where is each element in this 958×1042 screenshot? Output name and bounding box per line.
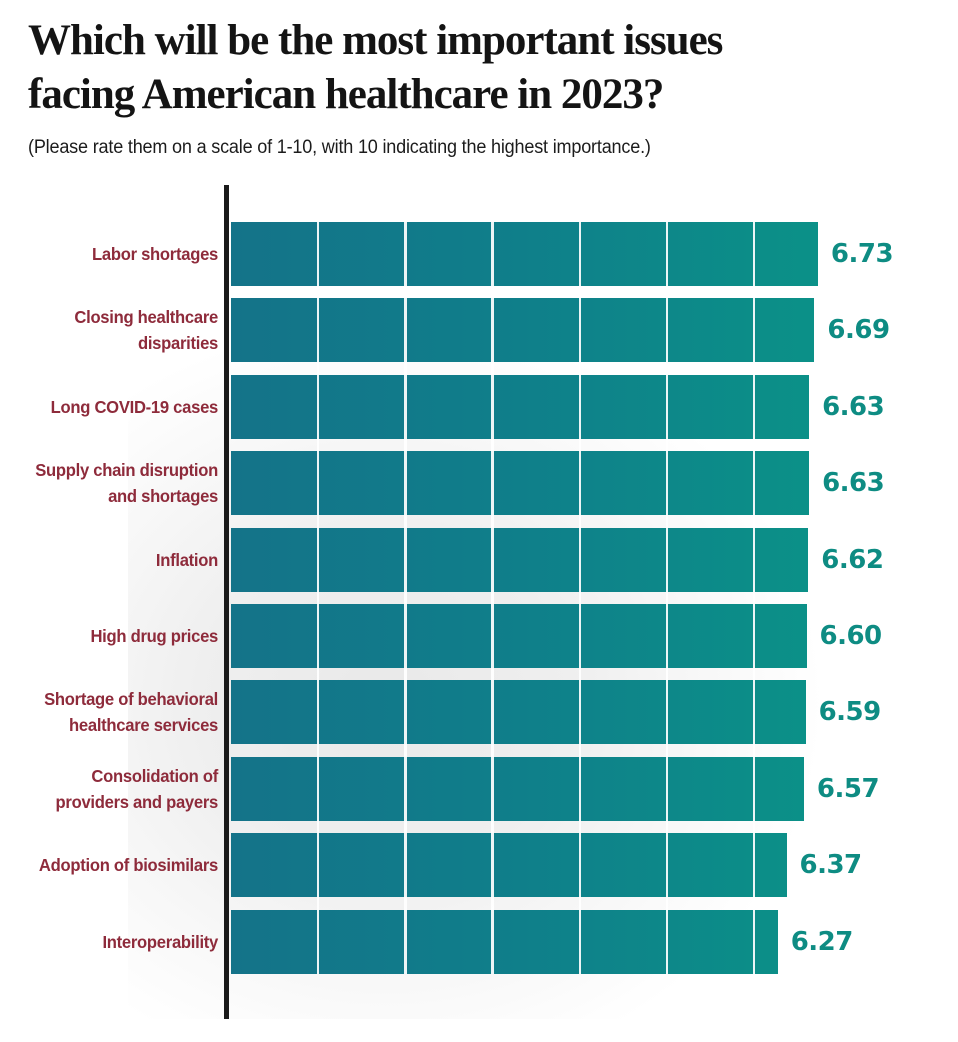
- page-title: Which will be the most important issues …: [28, 14, 958, 122]
- value-label: 6.69: [827, 315, 890, 346]
- value-label: 6.37: [799, 850, 863, 881]
- category-label: Closing healthcare disparities: [74, 307, 218, 354]
- bar: [231, 833, 787, 898]
- category-label: Supply chain disruption and shortages: [35, 460, 218, 507]
- value-label: 6.63: [822, 391, 885, 422]
- y-axis-line: [224, 185, 229, 1019]
- bar: [231, 374, 810, 439]
- title-line-1: Which will be the most important issues: [28, 17, 723, 64]
- bar: [231, 756, 804, 821]
- category-label: Inflation: [155, 549, 218, 570]
- category-label: Shortage of behavioral healthcare servic…: [44, 689, 218, 736]
- bar: [231, 298, 815, 363]
- bar-chart: Labor shortages 6.73 Closing healthcare di…: [28, 185, 958, 1019]
- value-label: 6.27: [790, 926, 854, 957]
- category-label: Interoperability: [102, 931, 218, 952]
- bar: [231, 909, 778, 974]
- bar: [231, 222, 818, 286]
- bar: [231, 451, 810, 516]
- category-label: Long COVID-19 cases: [50, 396, 219, 417]
- value-label: 6.63: [822, 468, 885, 499]
- bar: [231, 603, 807, 668]
- bar: [231, 527, 809, 592]
- category-label: Adoption of biosimilars: [38, 855, 218, 876]
- chart-subtitle: (Please rate them on a scale of 1-10, wi…: [28, 137, 651, 158]
- category-label: Labor shortages: [92, 244, 218, 264]
- bar: [231, 680, 806, 745]
- value-label: 6.57: [816, 773, 880, 804]
- value-label: 6.59: [818, 697, 882, 728]
- title-line-2: facing American healthcare in 2023?: [28, 71, 664, 118]
- value-label: 6.60: [819, 620, 883, 651]
- category-label: High drug prices: [90, 625, 218, 646]
- value-label: 6.73: [830, 239, 894, 269]
- category-label: Consolidation of providers and payers: [55, 765, 219, 812]
- value-label: 6.62: [821, 544, 884, 575]
